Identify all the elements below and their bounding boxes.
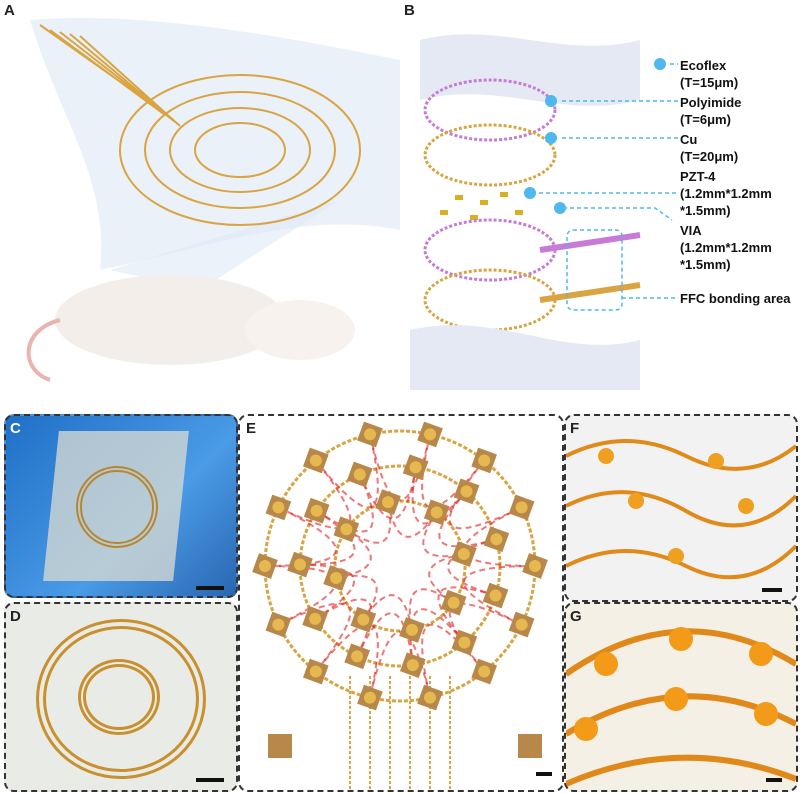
- pzt-top-electrode: [447, 596, 460, 609]
- pzt-top-electrode: [424, 428, 437, 441]
- via-connection: [345, 501, 392, 544]
- via-connection: [335, 574, 378, 621]
- via-connection: [447, 538, 497, 597]
- via-connection: [421, 623, 485, 698]
- pzt-top-electrode: [363, 691, 376, 704]
- pzt-top-electrode: [259, 560, 271, 572]
- panel-f-micrograph: [564, 414, 798, 602]
- via-connection: [368, 631, 432, 698]
- pzt-top-electrode: [460, 485, 473, 498]
- via-connection: [314, 598, 373, 657]
- layer-via: VIA (1.2mm*1.2mm *1.5mm): [680, 223, 772, 272]
- via-connection: [411, 467, 468, 525]
- pzt-top-electrode: [489, 589, 502, 602]
- pzt-top-electrode: [272, 501, 285, 514]
- pzt-top-electrode: [430, 506, 443, 519]
- layer-cu: Cu (T=20μm): [680, 132, 739, 164]
- via-connection: [387, 501, 438, 538]
- via-connection: [408, 588, 455, 631]
- panel-e-diagram: [252, 421, 548, 790]
- pzt-top-electrode: [310, 504, 323, 517]
- serpentine-ring: [333, 499, 467, 633]
- pzt-top-electrode: [353, 468, 366, 481]
- panel-label-b: B: [404, 2, 415, 19]
- panel-label-e: E: [246, 420, 257, 437]
- panel-label-g: G: [570, 608, 582, 625]
- pzt-top-electrode: [458, 636, 471, 649]
- pzt-top-electrode: [330, 571, 343, 584]
- pzt-top-electrode: [409, 461, 422, 474]
- via-connection: [299, 563, 356, 620]
- pzt-top-electrode: [405, 623, 418, 636]
- panel-d-photo: [4, 602, 238, 792]
- panel-b-exploded-view: [410, 34, 678, 390]
- pzt-top-electrode: [294, 558, 307, 571]
- pzt-top-electrode: [457, 548, 470, 561]
- via-connection: [264, 506, 337, 567]
- panel-e-layout: [238, 414, 564, 792]
- pzt-top-electrode: [309, 612, 322, 625]
- pzt-top-electrode: [309, 665, 322, 678]
- layer-polyimide: Polyimide (T=6μm): [680, 95, 742, 127]
- layer-pzt4: PZT-4 (1.2mm*1.2mm *1.5mm): [680, 169, 772, 218]
- pzt-top-electrode: [515, 618, 528, 631]
- pzt-top-electrode: [351, 650, 364, 663]
- electrode-pad: [518, 734, 542, 758]
- via-connection: [438, 490, 497, 548]
- panel-g-micrograph: [564, 602, 798, 792]
- panel-label-f: F: [570, 420, 580, 437]
- electrode-pad: [268, 734, 292, 758]
- via-connection: [362, 594, 413, 631]
- via-connection: [463, 565, 536, 626]
- panel-c-photo: [4, 414, 238, 598]
- pzt-top-electrode: [340, 523, 353, 536]
- via-connection: [356, 612, 414, 666]
- pzt-top-electrode: [478, 454, 491, 467]
- pzt-top-electrode: [478, 665, 491, 678]
- pzt-top-electrode: [529, 560, 541, 572]
- pzt-top-electrode: [363, 428, 376, 441]
- pzt-top-electrode: [406, 659, 419, 672]
- via-connection: [316, 474, 374, 533]
- panel-label-a: A: [4, 2, 15, 19]
- pzt-top-electrode: [309, 454, 322, 467]
- pzt-top-electrode: [357, 613, 370, 626]
- via-connection: [358, 467, 417, 520]
- pzt-top-electrode: [490, 533, 503, 546]
- via-connection: [409, 608, 466, 666]
- panel-label-c: C: [10, 420, 21, 437]
- via-connection: [422, 511, 465, 558]
- pzt-top-electrode: [424, 691, 437, 704]
- via-connection: [437, 586, 496, 644]
- pzt-top-electrode: [382, 496, 395, 509]
- panel-a-illustration: [26, 18, 400, 382]
- pzt-top-electrode: [272, 618, 285, 631]
- pzt-top-electrode: [515, 501, 528, 514]
- via-connection: [277, 602, 352, 673]
- via-connection: [428, 553, 465, 604]
- layer-ecoflex: Ecoflex (T=15μm): [680, 58, 739, 90]
- layer-ffc-bonding: FFC bonding area: [680, 291, 791, 306]
- via-connection: [335, 528, 372, 579]
- panel-label-d: D: [10, 608, 21, 625]
- via-connection: [448, 459, 523, 530]
- via-connection: [299, 509, 356, 566]
